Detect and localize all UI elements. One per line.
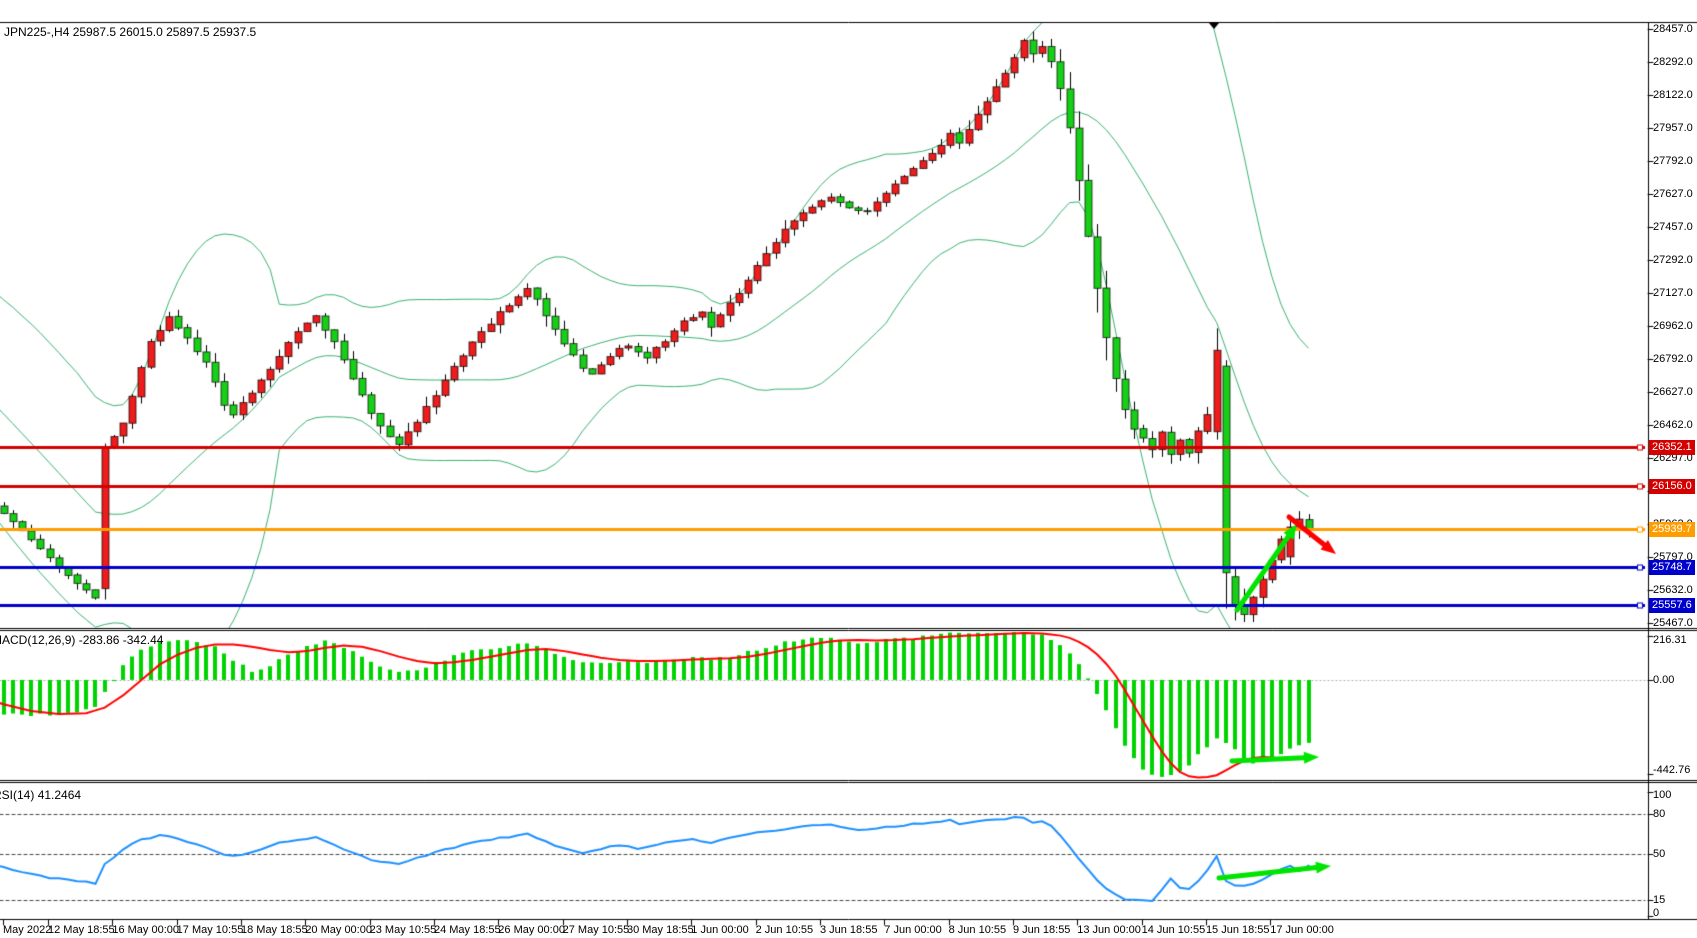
mt4-window: 新订单 自动交易: [0, 0, 1697, 938]
chart-canvas[interactable]: [0, 0, 1697, 938]
